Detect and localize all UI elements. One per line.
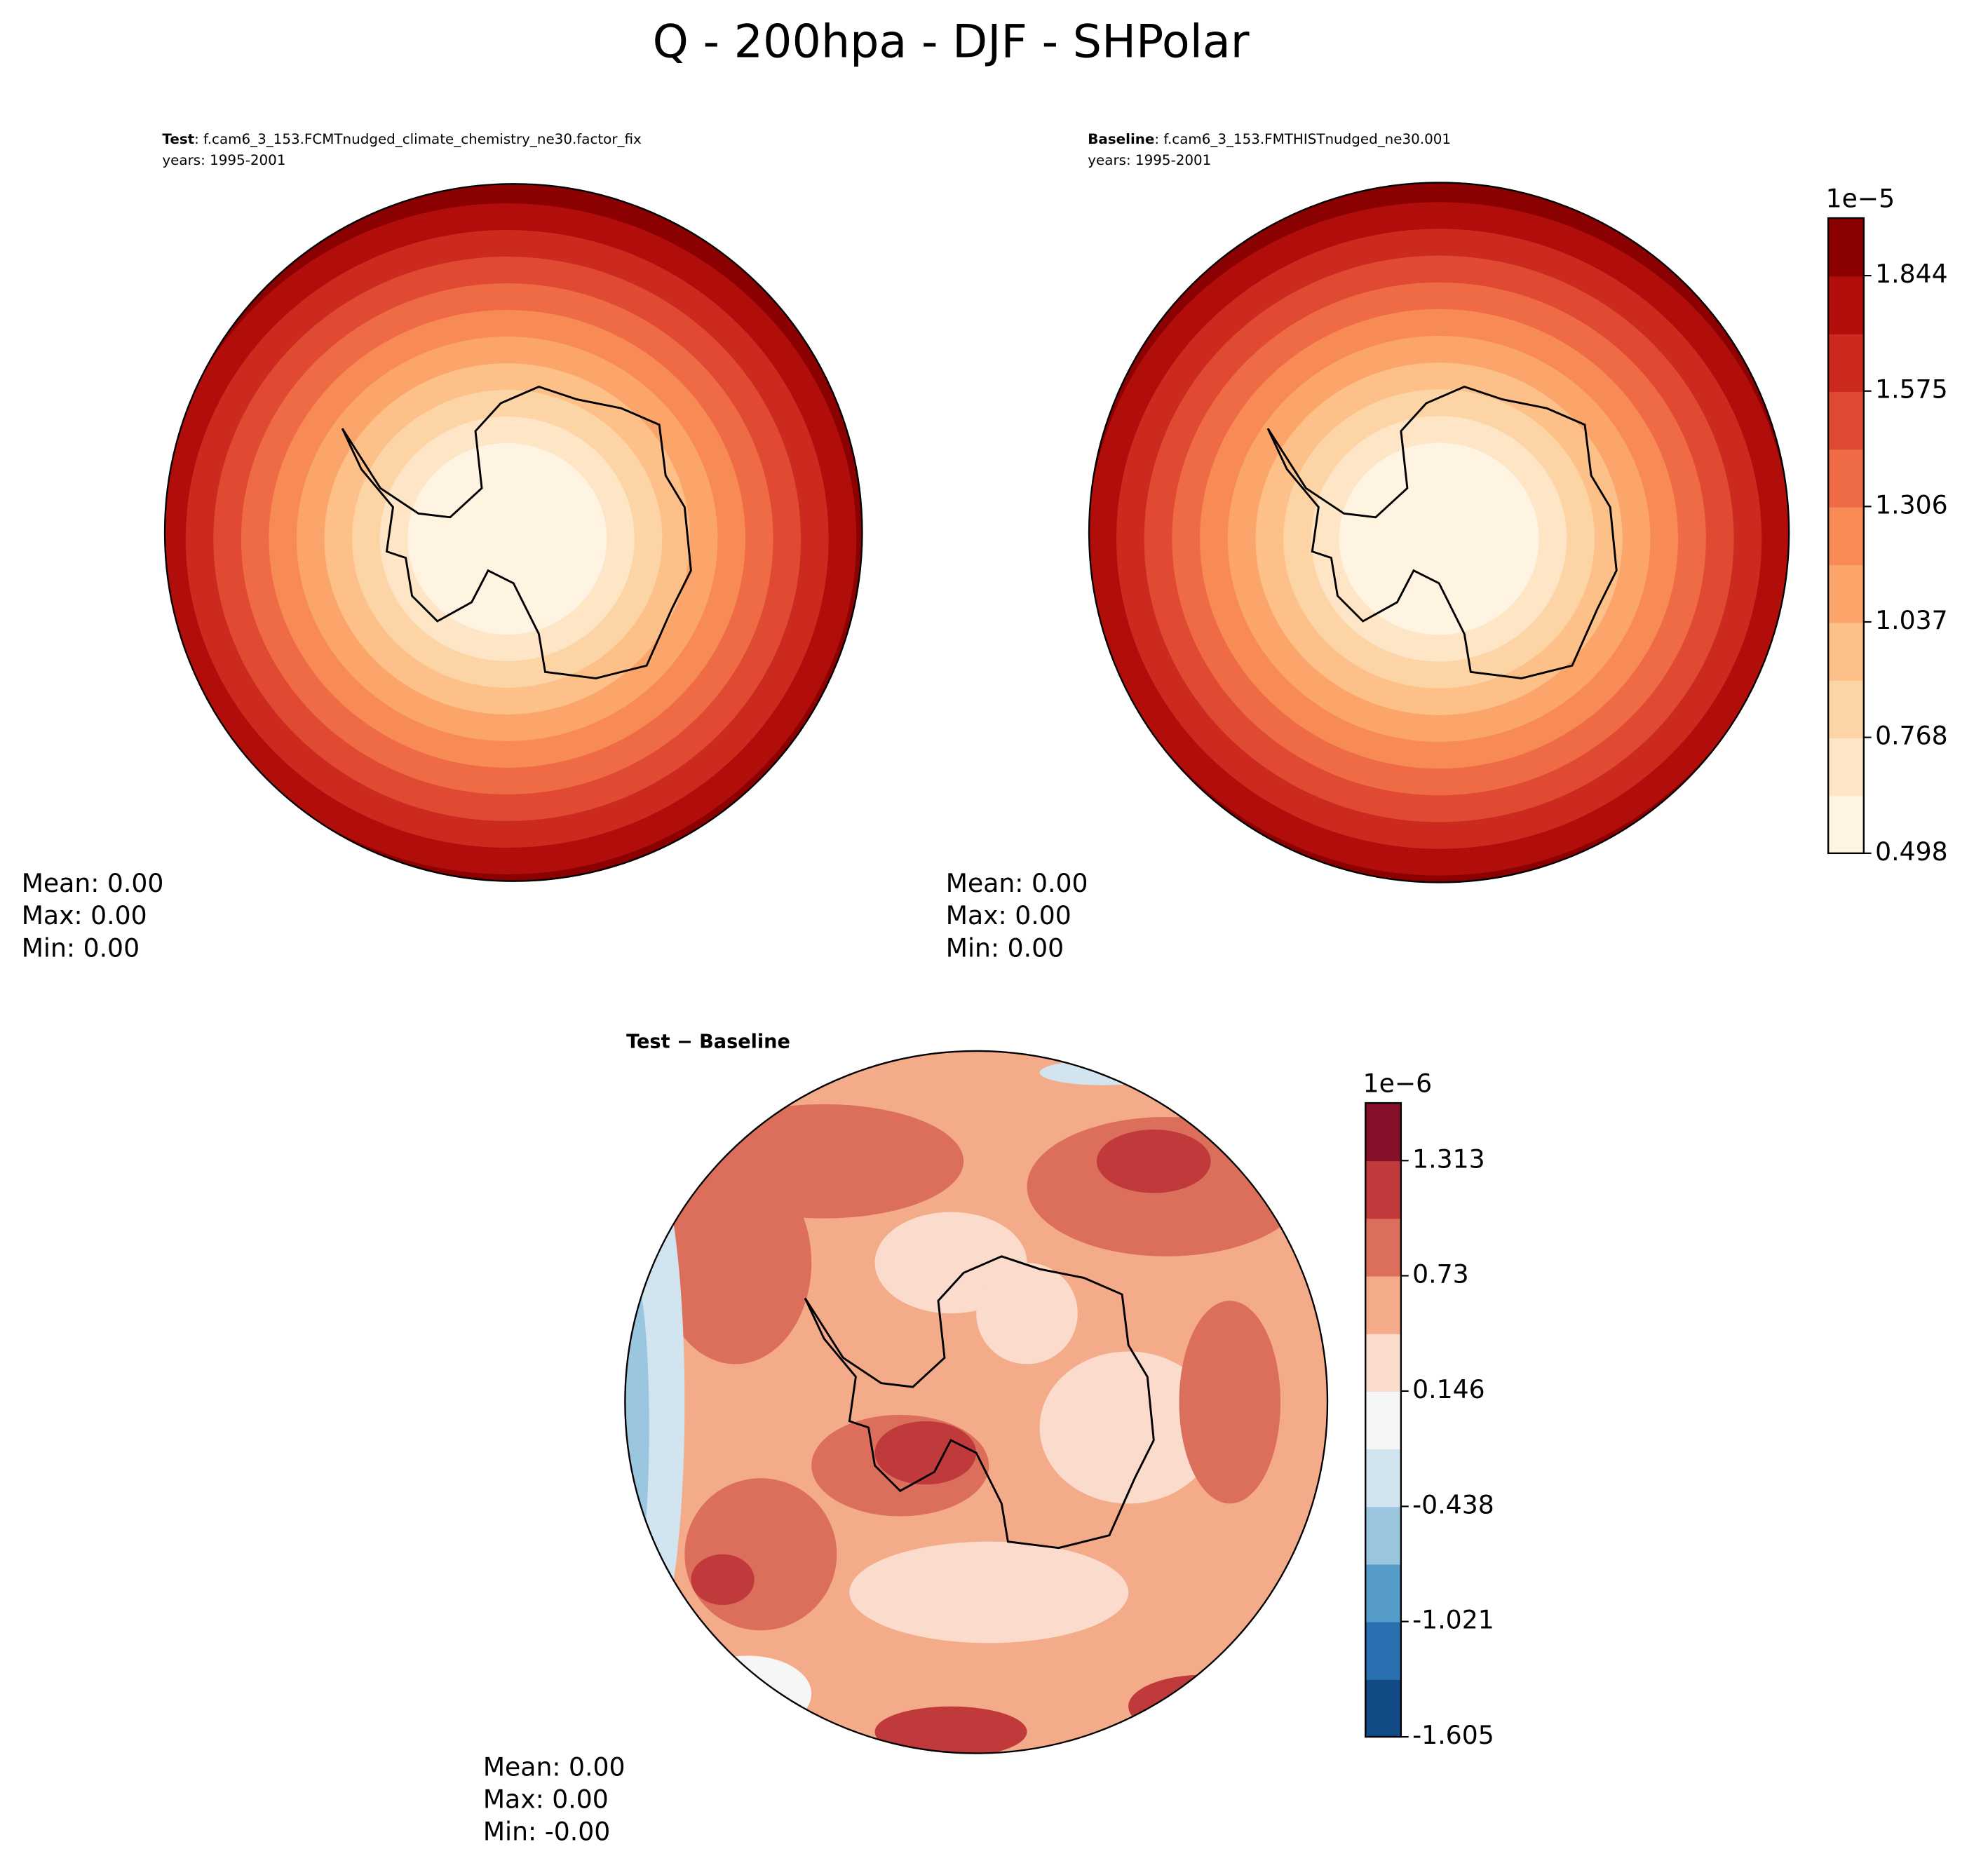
colorbar-band — [1828, 506, 1864, 566]
colorbar-band — [1828, 218, 1864, 277]
colorbar-band — [1365, 1621, 1401, 1680]
contour-band — [407, 443, 607, 635]
map-boundary — [163, 183, 863, 882]
colorbar-band — [1365, 1160, 1401, 1219]
colorbar-frame — [1365, 1102, 1402, 1738]
colorbar-band — [1365, 1564, 1401, 1622]
contour-band — [874, 1421, 977, 1485]
panel-stat: Min: -0.00 — [483, 1816, 610, 1846]
panel-stat: Max: 0.00 — [946, 900, 1071, 930]
panel-label: Baseline — [1088, 130, 1154, 147]
colorbar-tick-label: 1.037 — [1875, 605, 1948, 635]
colorbar-band — [1365, 1333, 1401, 1392]
panel-years: years: 1995-2001 — [1088, 152, 1211, 168]
colorbar-tick-label: -0.438 — [1412, 1489, 1494, 1519]
colorbar-band — [1828, 564, 1864, 623]
colorbar-frame — [1827, 217, 1865, 855]
panel-title: Test: f.cam6_3_153.FCMTnudged_climate_ch… — [162, 130, 642, 147]
colorbar-tick-label: 1.313 — [1412, 1144, 1485, 1174]
polar-map — [163, 183, 863, 882]
contours — [1089, 182, 1790, 883]
panel-label: Test − Baseline — [626, 1031, 790, 1052]
coastline — [1266, 385, 1618, 679]
map-boundary — [1088, 182, 1790, 883]
colorbar-tick-label: 1.844 — [1875, 259, 1948, 289]
colorbar-tick-label: -1.605 — [1412, 1720, 1494, 1750]
colorbar-band — [1365, 1679, 1401, 1737]
colorbar-band — [1828, 679, 1864, 739]
panel-stat: Mean: 0.00 — [946, 868, 1088, 898]
polar-map — [624, 1050, 1329, 1754]
colorbar-band — [1365, 1275, 1401, 1334]
colorbar-tick-label: -1.021 — [1412, 1605, 1494, 1635]
contour-band — [684, 1478, 837, 1631]
panel-years: years: 1995-2001 — [162, 152, 285, 168]
contour-band — [874, 1706, 1027, 1754]
colorbar-tick-label: 0.498 — [1875, 836, 1948, 867]
colorbar-band — [1828, 391, 1864, 450]
panel-stat: Max: 0.00 — [483, 1784, 609, 1814]
colorbar-band — [1828, 795, 1864, 854]
colorbar-tick-label: 0.73 — [1412, 1259, 1469, 1289]
colorbar-band — [1828, 449, 1864, 508]
contour-band — [1179, 1301, 1281, 1504]
colorbar-exponent: 1e−5 — [1826, 184, 1895, 214]
colorbar-exponent: 1e−6 — [1363, 1069, 1433, 1099]
contour-band — [691, 1554, 755, 1606]
coastline — [341, 385, 692, 679]
panel-case: : f.cam6_3_153.FMTHISTnudged_ne30.001 — [1154, 130, 1451, 147]
contour-band — [1039, 1059, 1167, 1085]
contours — [165, 184, 863, 881]
colorbar-band — [1828, 622, 1864, 681]
contour-band — [1039, 1351, 1217, 1504]
panel-title: Baseline: f.cam6_3_153.FMTHISTnudged_ne3… — [1088, 130, 1451, 147]
contour-band — [849, 1541, 1129, 1644]
colorbar-band — [1828, 738, 1864, 797]
colorbar-band — [1365, 1103, 1401, 1162]
coastline — [804, 1255, 1155, 1550]
polar-map — [1088, 182, 1790, 883]
colorbar-band — [1365, 1218, 1401, 1277]
map-boundary — [624, 1050, 1329, 1754]
colorbar-band — [1828, 276, 1864, 334]
colorbar-band — [1365, 1449, 1401, 1507]
contours — [625, 1050, 1328, 1754]
colorbar-band — [1365, 1506, 1401, 1565]
panel-case: : f.cam6_3_153.FCMTnudged_climate_chemis… — [194, 130, 642, 147]
panel-stat: Mean: 0.00 — [483, 1752, 626, 1782]
panel-label: Test — [162, 130, 194, 147]
colorbar-band — [1828, 333, 1864, 393]
contour-band — [1339, 442, 1539, 635]
figure-title: Q - 200hpa - DJF - SHPolar — [653, 15, 1250, 68]
contour-band — [684, 1655, 812, 1732]
panel-title: Test − Baseline — [626, 1031, 790, 1052]
panel-stat: Mean: 0.00 — [22, 868, 164, 898]
contour-band — [659, 1161, 812, 1364]
colorbar-band — [1365, 1390, 1401, 1450]
contour-band — [976, 1262, 1078, 1364]
colorbar-tick-label: 1.306 — [1875, 489, 1948, 520]
panel-stat: Max: 0.00 — [22, 900, 147, 930]
colorbar-tick-label: 0.146 — [1412, 1374, 1485, 1404]
colorbar-tick-label: 1.575 — [1875, 374, 1948, 405]
colorbar-tick-label: 0.768 — [1875, 721, 1948, 751]
contour-band — [1096, 1130, 1211, 1193]
panel-stat: Min: 0.00 — [946, 933, 1064, 963]
panel-stat: Min: 0.00 — [22, 933, 140, 963]
